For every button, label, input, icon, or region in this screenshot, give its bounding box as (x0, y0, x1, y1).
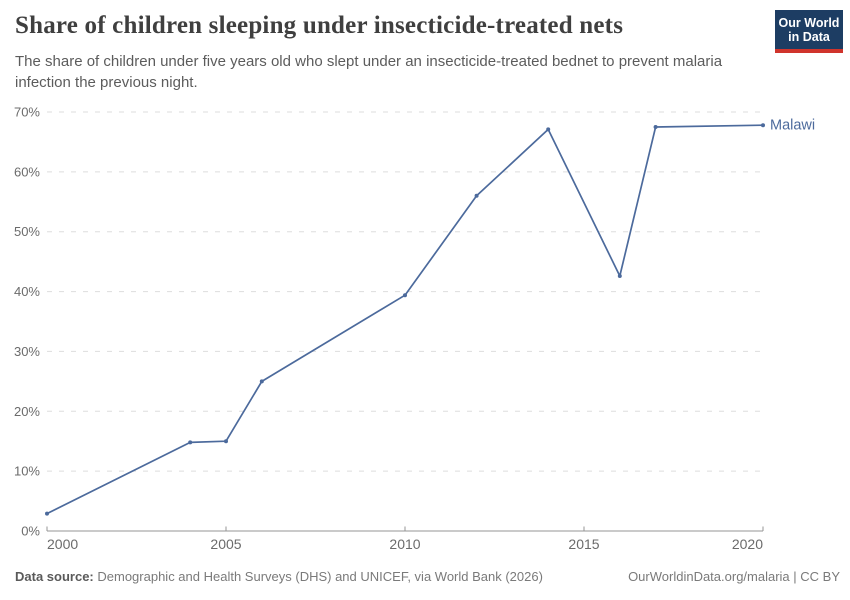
y-tick-label: 0% (21, 524, 40, 539)
attribution-text: OurWorldinData.org/malaria | CC BY (628, 569, 840, 584)
x-tick-label: 2015 (568, 536, 599, 552)
data-point (224, 439, 228, 444)
owid-logo-line1: Our World (778, 15, 840, 30)
data-point (474, 193, 479, 198)
y-tick-label: 20% (14, 404, 40, 419)
x-tick-label: 2020 (732, 536, 763, 552)
owid-logo: Our World in Data (775, 10, 843, 53)
chart-footer: Data source: Demographic and Health Surv… (15, 569, 840, 584)
y-tick-label: 40% (14, 284, 40, 299)
y-tick-label: 60% (14, 164, 40, 179)
data-source-text: Demographic and Health Surveys (DHS) and… (97, 569, 543, 584)
data-point (259, 379, 264, 384)
data-point (617, 274, 622, 278)
data-point (653, 125, 658, 129)
data-point (546, 127, 551, 132)
chart-title: Share of children sleeping under insecti… (15, 12, 624, 39)
y-tick-label: 10% (14, 464, 40, 479)
x-tick-label: 2010 (389, 536, 420, 552)
owid-logo-line2: in Data (788, 29, 830, 44)
entity-label: Malawi (770, 118, 815, 134)
data-line (46, 124, 764, 515)
x-tick-label: 2000 (47, 536, 78, 552)
y-tick-label: 70% (14, 105, 40, 120)
x-tick-label: 2005 (210, 536, 241, 552)
data-point (761, 123, 765, 128)
data-point (188, 440, 193, 445)
y-tick-label: 30% (14, 344, 40, 359)
chart-subtitle: The share of children under five years o… (15, 53, 723, 91)
data-point (403, 293, 407, 298)
data-point (45, 511, 49, 516)
data-source: Data source: Demographic and Health Surv… (15, 569, 543, 584)
y-tick-label: 50% (14, 224, 40, 239)
data-source-label: Data source: (15, 569, 94, 584)
